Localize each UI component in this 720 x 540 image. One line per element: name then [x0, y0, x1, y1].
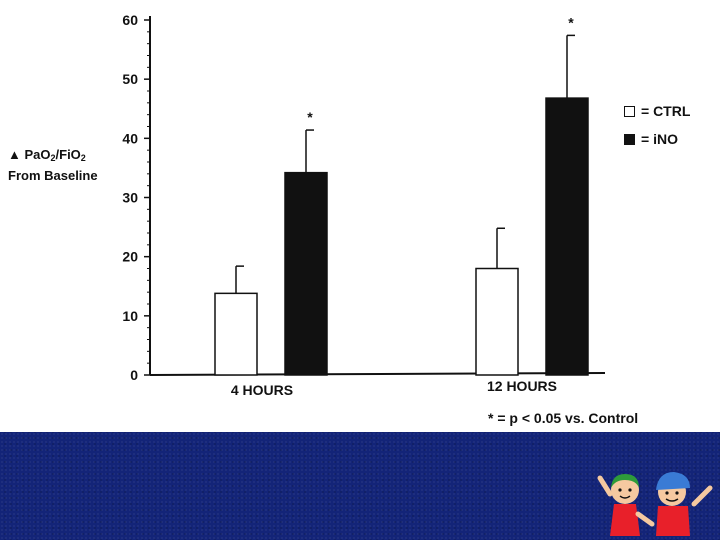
bar-ctrl-0	[214, 292, 258, 376]
y-axis-label-line2: From Baseline	[8, 168, 98, 183]
x-category-label: 4 HOURS	[231, 382, 293, 398]
y-axis-label-line1: ▲ PaO2/FiO2	[8, 147, 86, 163]
bar-chart: 0 10 20 30 40 50 60 * 4 HOURS * 12 HOURS	[122, 12, 606, 398]
chart-legend: = CTRL = iNO	[624, 97, 690, 153]
significance-star: *	[568, 14, 574, 30]
y-tick-label: 40	[122, 130, 138, 146]
y-tick-label: 50	[122, 71, 138, 87]
bar-ino-1	[545, 97, 589, 376]
y-tick-label: 20	[122, 249, 138, 265]
y-tick-label: 10	[122, 308, 138, 324]
slide-footer-band	[0, 432, 720, 540]
legend-swatch-ino	[624, 133, 635, 145]
bar-ino-0	[284, 171, 328, 376]
bar-ctrl-1	[475, 267, 519, 376]
significance-footnote: * = p < 0.05 vs. Control	[488, 410, 639, 426]
y-tick-label: 0	[130, 367, 138, 383]
significance-star: *	[307, 109, 313, 125]
children-logo-icon	[597, 472, 713, 536]
chart-labels: 0 10 20 30 40 50 60 * 4 HOURS * 12 HOURS	[122, 12, 574, 398]
legend-swatch-ctrl	[624, 105, 635, 117]
y-axis-label: ▲ PaO2/FiO2 From Baseline	[8, 146, 98, 185]
legend-item-ino: = iNO	[624, 125, 690, 153]
legend-label-ino: = iNO	[641, 131, 678, 147]
y-tick-label: 30	[122, 190, 138, 206]
chart-axes	[144, 16, 606, 376]
slide-content-area	[0, 0, 720, 432]
y-tick-label: 60	[122, 12, 138, 28]
chart-bars	[214, 34, 589, 376]
x-category-label: 12 HOURS	[487, 378, 557, 394]
legend-item-ctrl: = CTRL	[624, 97, 690, 125]
legend-label-ctrl: = CTRL	[641, 103, 691, 119]
